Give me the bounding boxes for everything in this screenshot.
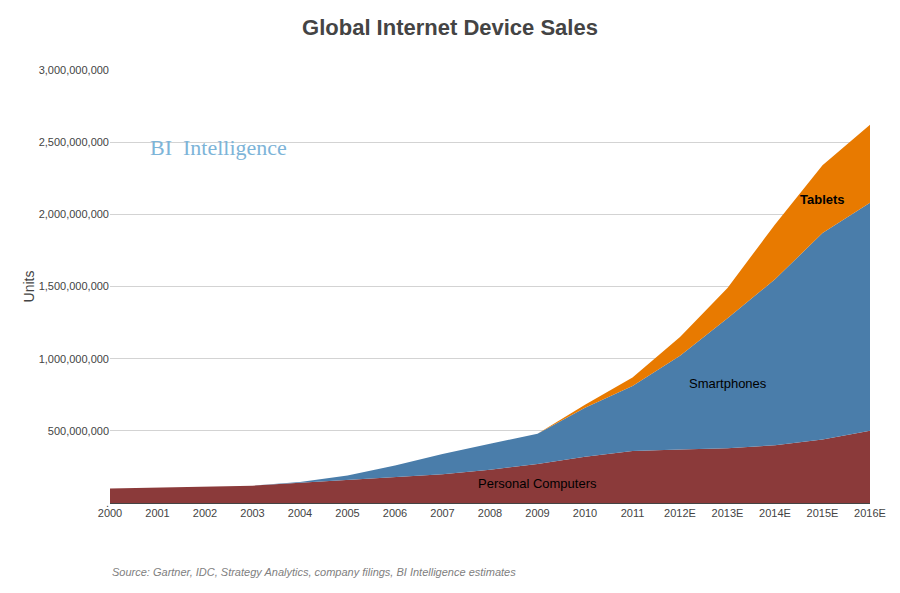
- svg-text:2007: 2007: [430, 507, 454, 519]
- svg-text:2003: 2003: [240, 507, 264, 519]
- svg-text:2002: 2002: [193, 507, 217, 519]
- svg-text:Global Internet Device Sales: Global Internet Device Sales: [302, 15, 598, 40]
- svg-text:2015E: 2015E: [807, 507, 839, 519]
- svg-text:2009: 2009: [525, 507, 549, 519]
- svg-text:Personal Computers: Personal Computers: [478, 476, 597, 491]
- svg-text:BI Intelligence: BI Intelligence: [150, 135, 287, 160]
- svg-text:2010: 2010: [573, 507, 597, 519]
- svg-text:.: .: [106, 497, 109, 509]
- svg-text:2014E: 2014E: [759, 507, 791, 519]
- svg-text:2005: 2005: [335, 507, 359, 519]
- svg-text:2006: 2006: [383, 507, 407, 519]
- svg-text:2001: 2001: [145, 507, 169, 519]
- svg-text:2,500,000,000: 2,500,000,000: [39, 136, 109, 148]
- svg-text:Smartphones: Smartphones: [689, 376, 767, 391]
- svg-text:2008: 2008: [478, 507, 502, 519]
- svg-text:1,500,000,000: 1,500,000,000: [39, 280, 109, 292]
- svg-text:2011: 2011: [621, 507, 645, 519]
- svg-text:2000: 2000: [98, 507, 122, 519]
- svg-text:2013E: 2013E: [712, 507, 744, 519]
- svg-text:500,000,000: 500,000,000: [48, 425, 109, 437]
- svg-text:Units: Units: [21, 271, 37, 303]
- svg-text:2004: 2004: [288, 507, 312, 519]
- svg-text:2012E: 2012E: [664, 507, 696, 519]
- svg-text:2,000,000,000: 2,000,000,000: [39, 208, 109, 220]
- svg-text:2016E: 2016E: [854, 507, 886, 519]
- svg-text:Tablets: Tablets: [800, 192, 845, 207]
- svg-text:3,000,000,000: 3,000,000,000: [39, 64, 109, 76]
- svg-text:1,000,000,000: 1,000,000,000: [39, 353, 109, 365]
- svg-text:Source: Gartner, IDC, Strategy: Source: Gartner, IDC, Strategy Analytics…: [112, 566, 516, 578]
